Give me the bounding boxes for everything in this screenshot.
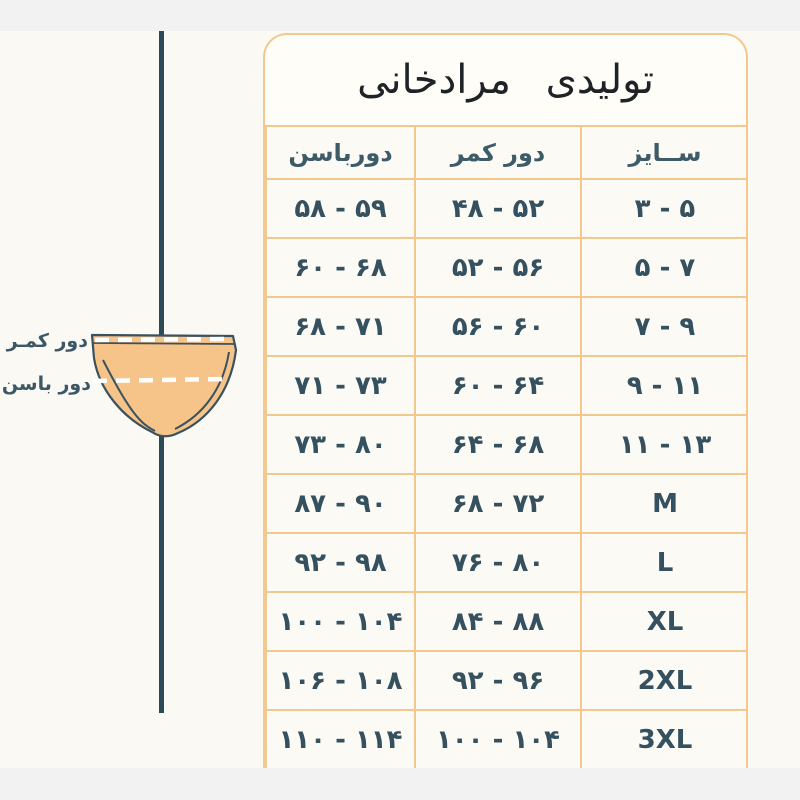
size-column-header: ســایز: [580, 125, 746, 180]
size-cell: L: [580, 532, 746, 593]
size-cell: 3XL: [580, 709, 746, 768]
header-row: ســایز دور کمر دورباسن: [265, 125, 746, 180]
waist-cell: ۸۴ - ۸۸: [414, 591, 582, 652]
left-leg-seam: [102, 359, 156, 432]
table-row: ۳ - ۵ ۴۸ - ۵۲ ۵۸ - ۵۹: [265, 178, 746, 239]
brief-body: [90, 333, 238, 438]
hip-cell: ۶۰ - ۶۸: [265, 237, 416, 298]
hip-cell: ۶۸ - ۷۱: [265, 296, 416, 357]
table-row: ۷ - ۹ ۵۶ - ۶۰ ۶۸ - ۷۱: [265, 296, 746, 357]
table-row: 3XL ۱۰۰ - ۱۰۴ ۱۱۰ - ۱۱۴: [265, 709, 746, 768]
size-cell: ۱۱ - ۱۳: [580, 414, 746, 475]
table-row: ۹ - ۱۱ ۶۰ - ۶۴ ۷۱ - ۷۳: [265, 355, 746, 416]
size-cell: 2XL: [580, 650, 746, 711]
table-row: 2XL ۹۲ - ۹۶ ۱۰۶ - ۱۰۸: [265, 650, 746, 711]
hip-cell: ۱۱۰ - ۱۱۴: [265, 709, 416, 768]
table-row: ۵ - ۷ ۵۲ - ۵۶ ۶۰ - ۶۸: [265, 237, 746, 298]
waist-cell: ۵۶ - ۶۰: [414, 296, 582, 357]
size-chart-card: تولیدی مرادخانی ســایز دور کمر دورباسن ۳…: [263, 33, 748, 768]
hip-cell: ۱۰۰ - ۱۰۴: [265, 591, 416, 652]
size-table-body: ۳ - ۵ ۴۸ - ۵۲ ۵۸ - ۵۹ ۵ - ۷ ۵۲ - ۵۶ ۶۰ - ۶۸ ۷ …: [265, 178, 746, 768]
waist-cell: ۷۶ - ۸۰: [414, 532, 582, 593]
bottom-letterbox-band: [0, 768, 800, 800]
hip-column-header: دورباسن: [265, 125, 416, 180]
table-row: XL ۸۴ - ۸۸ ۱۰۰ - ۱۰۴: [265, 591, 746, 652]
right-leg-seam: [174, 351, 230, 430]
size-cell: ۹ - ۱۱: [580, 355, 746, 416]
waist-cell: ۹۲ - ۹۶: [414, 650, 582, 711]
waist-cell: ۴۸ - ۵۲: [414, 178, 582, 239]
hip-cell: ۹۲ - ۹۸: [265, 532, 416, 593]
waist-cell: ۶۸ - ۷۲: [414, 473, 582, 534]
hip-cell: ۵۸ - ۵۹: [265, 178, 416, 239]
size-cell: XL: [580, 591, 746, 652]
waist-cell: ۶۰ - ۶۴: [414, 355, 582, 416]
waist-cell: ۶۴ - ۶۸: [414, 414, 582, 475]
size-cell: ۷ - ۹: [580, 296, 746, 357]
table-row: ۱۱ - ۱۳ ۶۴ - ۶۸ ۷۳ - ۸۰: [265, 414, 746, 475]
hip-label: دور باسن: [1, 373, 91, 395]
underwear-illustration: [90, 333, 238, 438]
top-letterbox-band: [0, 0, 800, 31]
waistband-seam: [92, 342, 235, 345]
size-cell: ۳ - ۵: [580, 178, 746, 239]
hip-cell: ۸۷ - ۹۰: [265, 473, 416, 534]
waist-cell: ۵۲ - ۵۶: [414, 237, 582, 298]
waist-column-header: دور کمر: [414, 125, 582, 180]
hip-cell: ۷۳ - ۸۰: [265, 414, 416, 475]
size-cell: ۵ - ۷: [580, 237, 746, 298]
size-cell: M: [580, 473, 746, 534]
waist-label: دور کمـر: [6, 330, 88, 352]
hip-cell: ۱۰۶ - ۱۰۸: [265, 650, 416, 711]
table-row: L ۷۶ - ۸۰ ۹۲ - ۹۸: [265, 532, 746, 593]
size-table: ســایز دور کمر دورباسن ۳ - ۵ ۴۸ - ۵۲ ۵۸ - …: [265, 125, 746, 768]
chart-title: تولیدی مرادخانی: [357, 57, 654, 103]
table-row: M ۶۸ - ۷۲ ۸۷ - ۹۰: [265, 473, 746, 534]
waist-cell: ۱۰۰ - ۱۰۴: [414, 709, 582, 768]
hip-cell: ۷۱ - ۷۳: [265, 355, 416, 416]
